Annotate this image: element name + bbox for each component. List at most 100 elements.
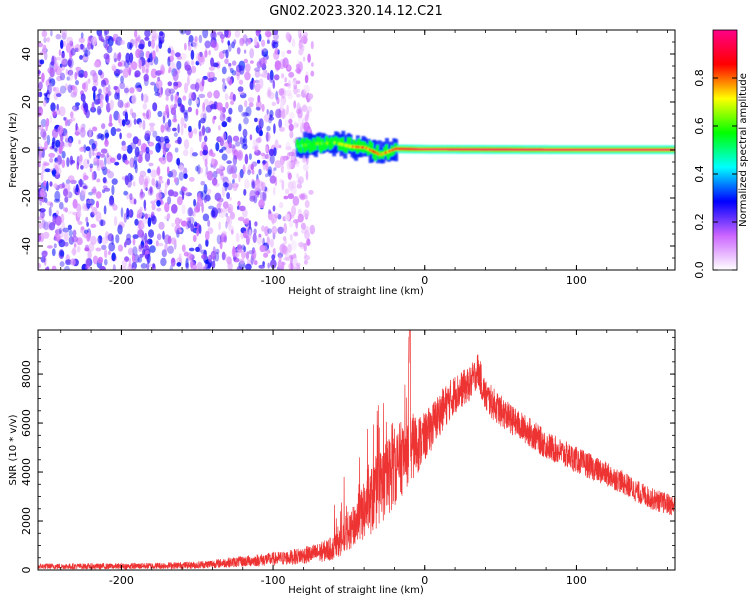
noise-blob [162,146,167,157]
noise-blob [239,65,245,75]
noise-blob [182,95,187,101]
noise-blob [156,167,161,175]
noise-blob [72,247,76,256]
noise-blob [238,205,246,212]
noise-blob [257,95,261,103]
noise-blob [188,98,192,106]
noise-blob [195,246,200,252]
noise-blob [181,244,186,253]
noise-blob [168,69,171,74]
noise-blob [173,177,178,183]
noise-blob [191,210,195,217]
noise-blob [132,181,136,187]
noise-blob [239,136,244,145]
noise-blob [66,157,70,168]
noise-blob [162,111,167,116]
noise-blob [278,254,282,262]
noise-blob [251,169,255,175]
noise-blob [176,56,182,60]
noise-blob [186,190,189,197]
noise-blob [96,237,100,245]
noise-blob [198,267,204,270]
noise-blob [184,42,187,51]
noise-blob [65,259,72,266]
noise-blob [156,207,162,212]
noise-blob [248,219,252,230]
noise-blob [115,234,120,244]
noise-blob [271,254,276,260]
noise-blob [262,190,267,202]
noise-blob [270,259,277,269]
noise-blob [299,242,305,250]
noise-blob [152,102,158,112]
noise-blob [158,221,165,230]
noise-blob [183,251,189,257]
noise-blob [259,57,266,68]
noise-blob [215,251,220,262]
noise-blob [296,179,302,185]
noise-blob [106,45,113,54]
noise-blob [134,218,139,226]
noise-blob [79,43,84,50]
noise-blob [83,49,91,57]
noise-blob [58,106,66,117]
noise-blob [82,56,89,61]
y-tick-label: 0 [20,567,33,574]
noise-blob [210,57,215,67]
noise-blob [105,93,109,104]
noise-blob [44,197,48,203]
noise-blob [170,49,175,57]
noise-blob [42,231,50,239]
noise-blob [290,154,297,163]
noise-blob [205,238,209,247]
noise-blob [144,151,151,162]
noise-blob [78,73,84,78]
noise-blob [235,232,240,243]
x-tick-label: 0 [421,274,428,287]
noise-blob [51,128,59,139]
noise-blob [282,57,289,69]
noise-blob [301,156,307,164]
noise-blob [171,222,175,227]
noise-blob [176,257,183,263]
noise-blob [287,193,294,200]
noise-blob [139,59,142,70]
noise-blob [117,53,121,62]
noise-blob [225,77,231,82]
noise-blob [49,78,56,87]
noise-blob [78,37,86,43]
noise-blob [45,267,50,270]
noise-blob [96,151,102,156]
noise-blob [271,225,278,235]
noise-blob [114,92,119,100]
noise-blob [284,78,287,83]
noise-blob [60,213,65,223]
noise-blob [254,145,259,153]
noise-blob [238,172,241,183]
noise-blob [167,81,173,87]
noise-blob [56,109,61,116]
noise-blob [303,121,310,133]
noise-blob [51,141,55,149]
noise-blob [281,179,285,191]
noise-blob [204,98,209,106]
noise-blob [72,229,77,237]
noise-blob [285,257,292,261]
noise-blob [99,153,106,158]
noise-blob [207,77,215,83]
noise-blob [267,36,270,44]
noise-blob [238,79,244,85]
noise-blob [204,158,208,168]
noise-blob [303,36,307,45]
noise-blob [125,52,130,63]
noise-blob [83,70,88,79]
noise-blob [131,261,137,270]
noise-blob [284,119,290,128]
noise-blob [150,68,158,79]
noise-blob [279,63,284,70]
x-tick-label: 0 [421,574,428,587]
noise-blob [95,211,102,222]
noise-blob [53,198,61,203]
noise-speckle [38,30,315,270]
noise-blob [164,243,168,252]
